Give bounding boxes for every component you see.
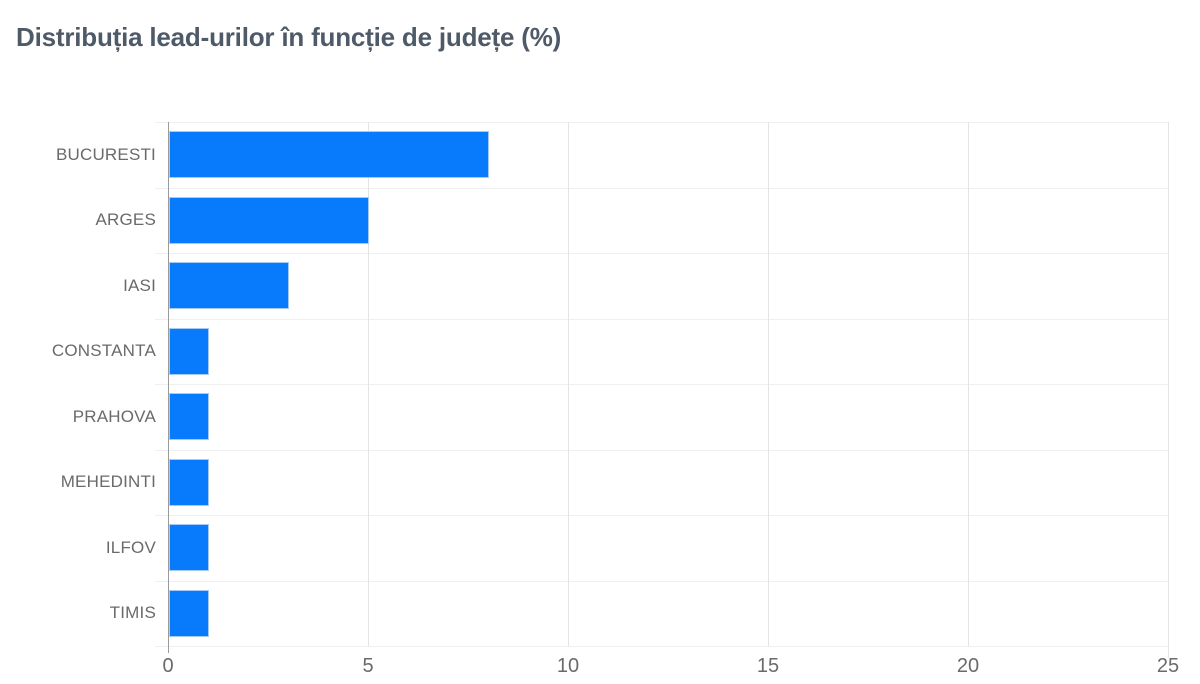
plot-area xyxy=(155,122,1169,658)
band-gridline xyxy=(155,253,1168,254)
band-gridline xyxy=(155,449,1168,451)
band-gridline xyxy=(155,515,1168,516)
bar-timis[interactable] xyxy=(169,589,209,637)
category-label: PRAHOVA xyxy=(72,406,156,426)
category-label: MEHEDINTI xyxy=(60,472,156,492)
x-gridline xyxy=(368,122,369,646)
y-axis-baseline xyxy=(168,122,169,653)
band-gridline xyxy=(155,580,1168,582)
x-gridline xyxy=(568,122,569,646)
x-gridline xyxy=(968,122,969,646)
band-gridline xyxy=(155,384,1168,385)
band-gridline xyxy=(155,122,1168,123)
category-label: ARGES xyxy=(95,210,156,230)
bar-bucuresti[interactable] xyxy=(169,131,489,179)
category-label: TIMIS xyxy=(109,603,156,623)
bar-iasi[interactable] xyxy=(169,262,289,310)
bar-ilfov[interactable] xyxy=(169,524,209,572)
bar-mehedinti[interactable] xyxy=(169,458,209,506)
x-gridline xyxy=(1168,122,1169,658)
x-axis-ticks: 0 5 10 15 20 25 xyxy=(162,651,1179,677)
x-tick-label: 10 xyxy=(556,655,580,677)
bar-constanta[interactable] xyxy=(169,327,209,375)
x-tick-label: 25 xyxy=(1156,655,1180,677)
x-tick-label: 15 xyxy=(756,655,780,677)
category-label: BUCURESTI xyxy=(55,144,156,164)
y-axis-labels: BUCURESTI ARGES IASI CONSTANTA PRAHOVA MEHEDI… xyxy=(0,122,156,646)
category-label: CONSTANTA xyxy=(51,341,156,361)
band-gridline xyxy=(155,187,1168,189)
bar-prahova[interactable] xyxy=(169,393,209,441)
bar-arges[interactable] xyxy=(169,196,369,244)
x-tick-label: 0 xyxy=(162,655,174,677)
x-tick-label: 20 xyxy=(956,655,980,677)
category-label: IASI xyxy=(123,275,156,295)
chart-title: Distribuția lead-urilor în funcție de ju… xyxy=(16,22,562,52)
band-gridline xyxy=(155,646,1168,647)
x-gridline xyxy=(768,122,769,646)
category-label: ILFOV xyxy=(105,537,156,557)
band-gridline xyxy=(155,318,1168,320)
x-tick-label: 5 xyxy=(362,655,374,677)
